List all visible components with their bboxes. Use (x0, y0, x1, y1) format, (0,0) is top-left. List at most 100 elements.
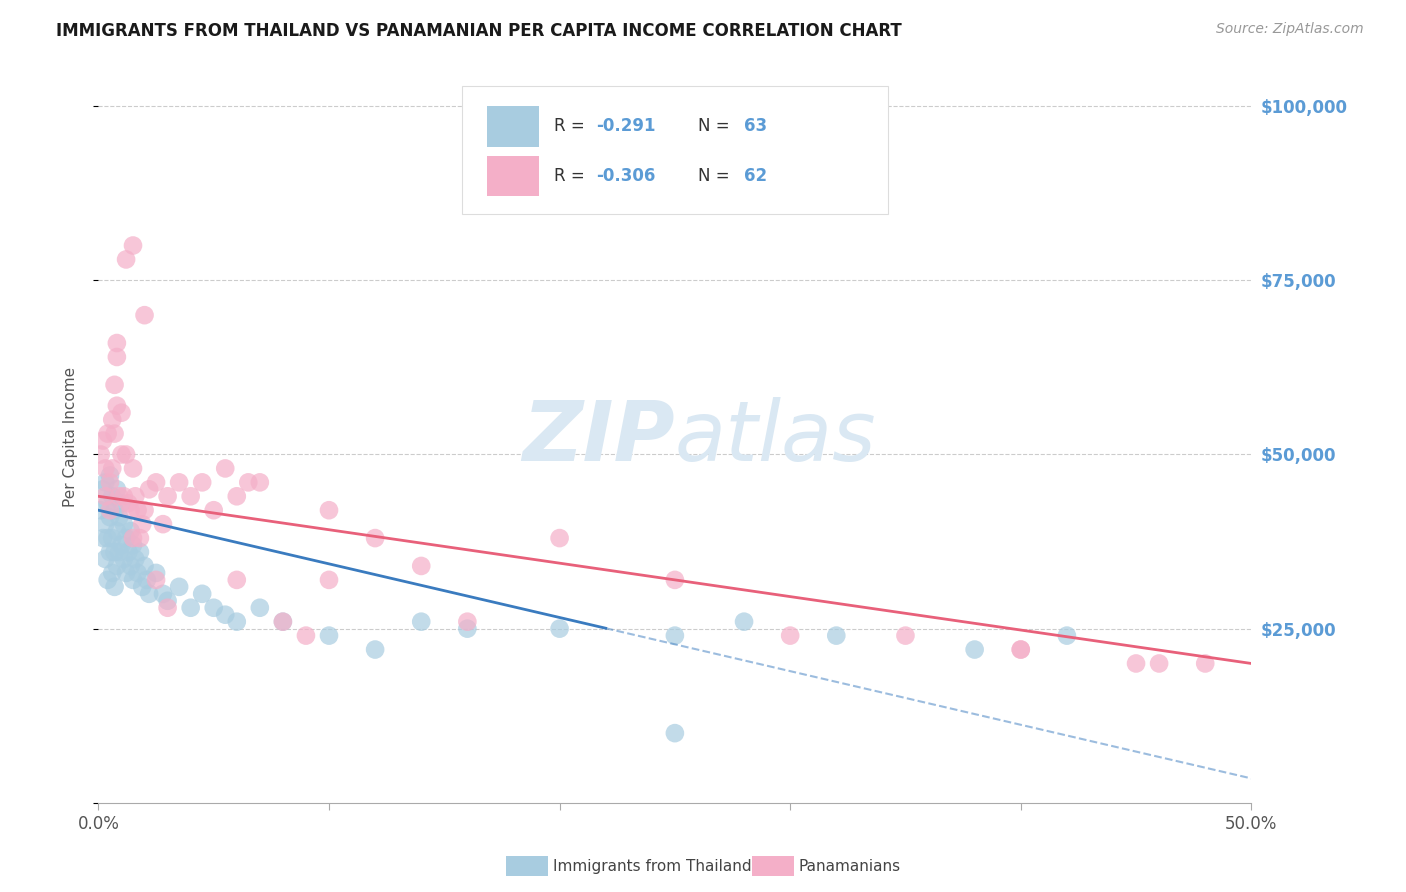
Text: -0.291: -0.291 (596, 117, 657, 136)
Point (548, 622, 571, 636)
Point (664, 726, 686, 740)
Point (101, 461, 124, 475)
FancyBboxPatch shape (461, 86, 889, 214)
Point (117, 545, 139, 559)
Point (156, 489, 179, 503)
Point (191, 475, 214, 490)
Point (271, 615, 294, 629)
Point (124, 489, 146, 503)
Point (664, 629, 686, 643)
Point (191, 587, 214, 601)
Point (101, 489, 124, 503)
Point (97, 573, 120, 587)
Point (105, 524, 128, 538)
Point (145, 566, 167, 580)
Point (115, 566, 138, 580)
Point (115, 252, 138, 267)
Point (156, 594, 179, 608)
Point (134, 503, 156, 517)
Point (135, 573, 157, 587)
Point (249, 600, 271, 615)
Point (103, 377, 125, 392)
Point (117, 496, 139, 510)
Text: N =: N = (697, 167, 735, 185)
Point (225, 615, 247, 629)
Point (548, 531, 571, 545)
Point (103, 426, 125, 441)
Point (101, 412, 124, 426)
Point (145, 573, 167, 587)
Point (105, 399, 128, 413)
Point (249, 475, 271, 490)
Point (98, 475, 121, 490)
Point (180, 489, 202, 503)
Point (98, 503, 121, 517)
Point (131, 580, 153, 594)
Text: -0.306: -0.306 (596, 167, 655, 185)
Point (1010, 642, 1032, 657)
Point (103, 580, 125, 594)
Point (90, 448, 112, 462)
Point (202, 600, 225, 615)
Text: Panamanians: Panamanians (799, 859, 901, 873)
Point (120, 558, 142, 573)
Point (124, 552, 146, 566)
Point (156, 600, 179, 615)
Point (101, 531, 124, 545)
Point (91, 531, 114, 545)
Point (963, 642, 986, 657)
Text: R =: R = (554, 167, 591, 185)
Point (1010, 642, 1032, 657)
Point (122, 238, 145, 252)
Point (456, 615, 478, 629)
Point (202, 503, 225, 517)
Point (97, 496, 120, 510)
Point (456, 622, 478, 636)
Point (108, 510, 131, 524)
Point (894, 629, 917, 643)
Point (1056, 629, 1078, 643)
Point (1125, 657, 1147, 671)
Point (318, 573, 340, 587)
Point (1147, 657, 1170, 671)
Point (138, 483, 160, 497)
Point (131, 517, 153, 532)
Point (127, 566, 149, 580)
Point (364, 531, 387, 545)
Text: ZIP: ZIP (522, 397, 675, 477)
Text: R =: R = (554, 117, 591, 136)
Point (91, 483, 114, 497)
Point (214, 607, 236, 622)
Point (108, 545, 131, 559)
Point (318, 503, 340, 517)
Point (105, 350, 128, 364)
Point (97, 531, 120, 545)
Point (122, 461, 145, 475)
Point (97, 426, 120, 441)
Point (94, 489, 117, 503)
Point (98, 468, 121, 483)
Point (129, 545, 152, 559)
Point (105, 336, 128, 351)
Point (1194, 657, 1216, 671)
Point (112, 517, 135, 532)
Point (94, 475, 117, 490)
Point (134, 308, 156, 322)
Point (225, 573, 247, 587)
Point (108, 489, 131, 503)
Point (180, 600, 202, 615)
Point (134, 558, 156, 573)
Point (411, 615, 433, 629)
Text: IMMIGRANTS FROM THAILAND VS PANAMANIAN PER CAPITA INCOME CORRELATION CHART: IMMIGRANTS FROM THAILAND VS PANAMANIAN P… (56, 22, 903, 40)
Point (127, 503, 149, 517)
Point (115, 531, 138, 545)
Point (214, 461, 236, 475)
Point (152, 587, 174, 601)
Point (167, 475, 190, 490)
Point (411, 558, 433, 573)
Point (825, 629, 848, 643)
Point (112, 489, 135, 503)
Point (110, 538, 132, 552)
Point (110, 406, 132, 420)
Text: Source: ZipAtlas.com: Source: ZipAtlas.com (1216, 22, 1364, 37)
